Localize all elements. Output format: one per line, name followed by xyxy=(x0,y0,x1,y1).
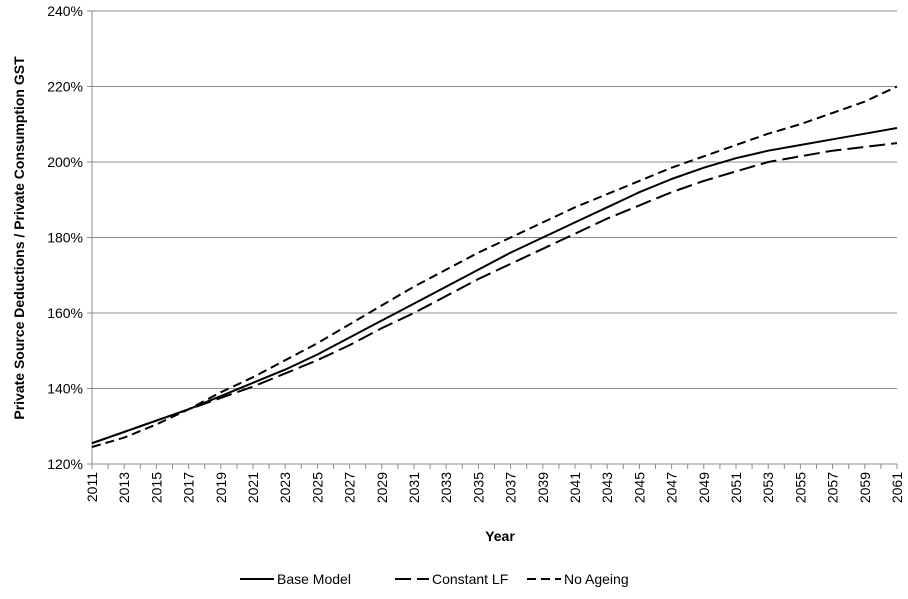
x-tick-label: 2031 xyxy=(406,472,422,503)
x-tick-label: 2053 xyxy=(760,472,776,503)
x-tick-label: 2043 xyxy=(599,472,615,503)
legend-label: No Ageing xyxy=(564,571,629,587)
x-tick-label: 2047 xyxy=(664,472,680,503)
y-tick-label: 180% xyxy=(47,230,83,246)
y-tick-label: 200% xyxy=(47,154,83,170)
series-line-constant-lf xyxy=(91,142,898,445)
x-tick-label: 2033 xyxy=(438,472,454,503)
x-tick-label: 2027 xyxy=(342,472,358,503)
x-tick-label: 2021 xyxy=(245,472,261,503)
x-tick-label: 2025 xyxy=(309,472,325,503)
x-tick-label: 2039 xyxy=(535,472,551,503)
y-tick-label: 140% xyxy=(47,381,83,397)
series-line-no-ageing xyxy=(91,85,898,448)
y-axis-label: Private Source Deductions / Private Cons… xyxy=(11,56,27,420)
x-tick-label: 2051 xyxy=(728,472,744,503)
x-tick-label: 2011 xyxy=(84,472,100,502)
x-axis-label: Year xyxy=(485,528,515,544)
y-tick-label: 120% xyxy=(47,456,83,472)
x-tick-label: 2057 xyxy=(825,472,841,503)
x-tick-label: 2055 xyxy=(792,472,808,503)
x-tick-label: 2029 xyxy=(374,472,390,503)
axes: 120% 140% 160% 180% 200% 220% 240% 2011 2013 2015… xyxy=(47,3,905,503)
y-tick-label: 160% xyxy=(47,305,83,321)
x-tick-label: 2061 xyxy=(889,472,905,503)
x-tick-label: 2041 xyxy=(567,472,583,503)
y-tick-label: 220% xyxy=(47,79,83,95)
x-tick-label: 2037 xyxy=(503,472,519,503)
legend: Base Model Constant LF No Ageing xyxy=(240,571,629,587)
legend-label: Base Model xyxy=(277,571,351,587)
x-tick-label: 2013 xyxy=(116,472,132,503)
x-tick-label: 2019 xyxy=(213,472,229,503)
x-tick-label: 2035 xyxy=(470,472,486,503)
series-line-base-model xyxy=(91,127,898,445)
legend-label: Constant LF xyxy=(432,571,508,587)
series-lines xyxy=(91,85,898,448)
gridlines xyxy=(92,10,897,465)
x-tick-label: 2015 xyxy=(148,472,164,503)
x-tick-label: 2059 xyxy=(857,472,873,503)
x-tick-label: 2045 xyxy=(631,472,647,503)
x-tick-label: 2049 xyxy=(696,472,712,503)
x-tick-label: 2017 xyxy=(181,472,197,503)
y-tick-label: 240% xyxy=(47,3,83,19)
x-tick-label: 2023 xyxy=(277,472,293,503)
